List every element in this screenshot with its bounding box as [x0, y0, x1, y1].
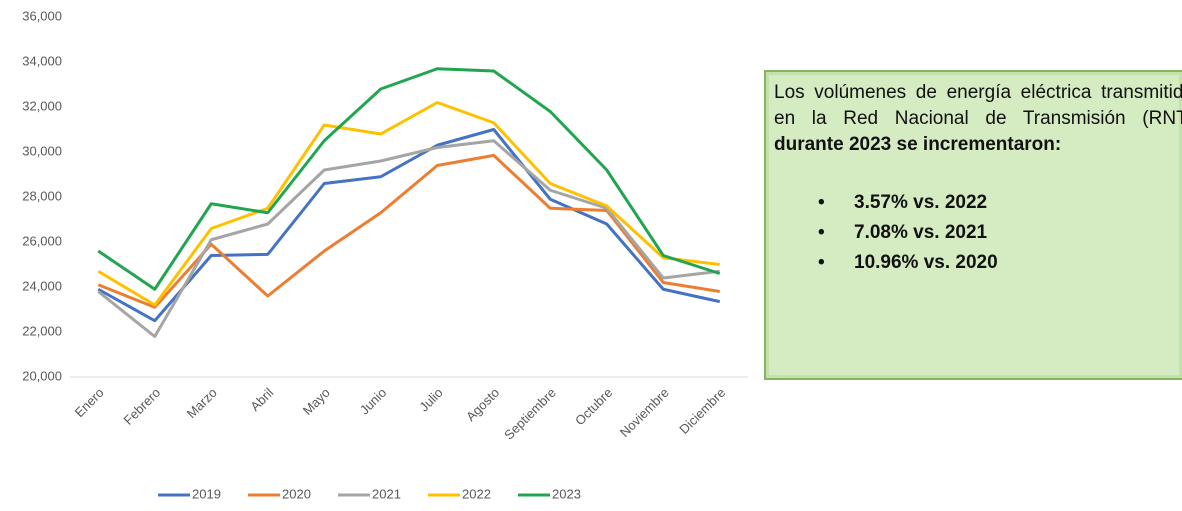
x-tick-label: Febrero [120, 385, 163, 428]
x-tick-label: Septiembre [501, 385, 559, 443]
x-tick-label: Mayo [300, 385, 333, 418]
series-line [97, 101, 720, 307]
y-tick-label: 26,000 [22, 233, 62, 248]
y-tick-label: 28,000 [22, 188, 62, 203]
bullet: 3.57% vs. 2022 [854, 188, 1182, 218]
x-tick-label: Junio [357, 385, 390, 418]
bullet-list: 3.57% vs. 20227.08% vs. 202110.96% vs. 2… [774, 188, 1182, 278]
legend-label: 2020 [282, 486, 311, 501]
y-tick-label: 24,000 [22, 278, 62, 293]
y-tick-label: 32,000 [22, 98, 62, 113]
y-tick-label: 36,000 [22, 8, 62, 23]
text-box-body: Los volúmenes de energía eléctrica trans… [766, 72, 1182, 278]
x-tick-label: Octubre [572, 385, 615, 428]
y-tick-label: 20,000 [22, 368, 62, 383]
y-tick-label: 34,000 [22, 53, 62, 68]
y-tick-label: 22,000 [22, 323, 62, 338]
legend-label: 2019 [192, 486, 221, 501]
x-tick-label: Diciembre [676, 385, 728, 437]
legend-label: 2023 [552, 486, 581, 501]
x-tick-label: Enero [72, 385, 107, 420]
bullet: 10.96% vs. 2020 [854, 248, 1182, 278]
text-box: Los volúmenes de energía eléctrica trans… [764, 70, 1182, 380]
x-tick-label: Noviembre [617, 385, 672, 440]
y-tick-label: 30,000 [22, 143, 62, 158]
intro-bold: durante 2023 se incrementaron: [774, 134, 1062, 155]
series-line [97, 128, 721, 323]
x-tick-label: Abril [247, 385, 276, 414]
legend-label: 2021 [372, 486, 401, 501]
chart: 20,000 22,000 24,000 26,000 28,000 30,000 32,0… [22, 8, 748, 501]
intro: Los volúmenes de energía eléctrica trans… [774, 82, 1182, 129]
series-line [97, 67, 721, 291]
bullet: 7.08% vs. 2021 [854, 218, 1182, 248]
x-tick-label: Marzo [184, 385, 220, 421]
legend-label: 2022 [462, 486, 491, 501]
x-tick-label: Agosto [463, 385, 502, 424]
x-tick-label: Julio [416, 385, 446, 415]
series-line [97, 139, 720, 338]
